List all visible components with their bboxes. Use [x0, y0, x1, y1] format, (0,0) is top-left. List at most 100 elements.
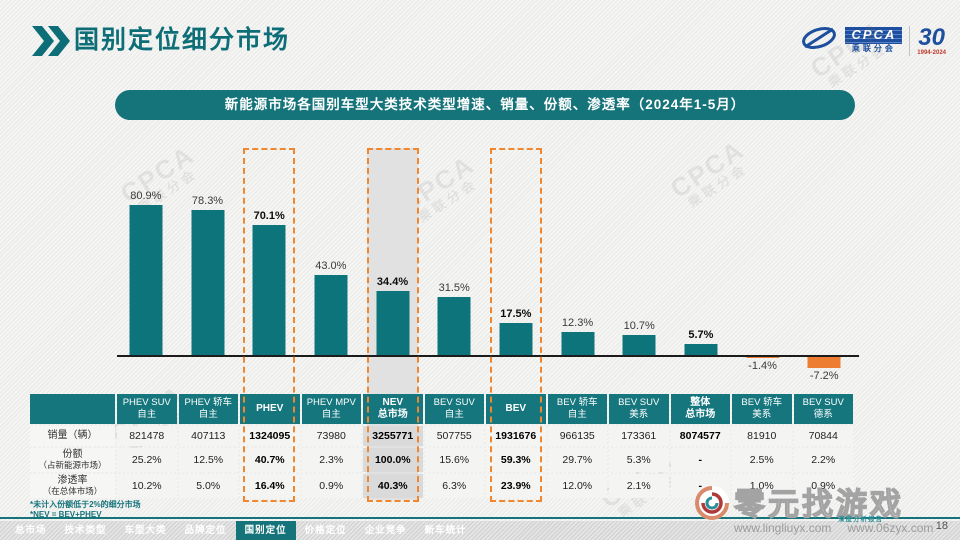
- footer-divider-line: [0, 517, 960, 519]
- cpca-chinese-name: 乘联分会: [851, 43, 896, 53]
- table-row: 销量（辆） 821478 407113 1324095 73980 3255771 5077…: [30, 426, 853, 446]
- table-cell: 81910: [732, 426, 792, 446]
- lingliu-spiral-icon: [694, 485, 730, 526]
- table-cell: 15.6%: [424, 448, 484, 472]
- bar-value-label: 10.7%: [623, 320, 655, 333]
- bar-6: [499, 322, 533, 355]
- chart-axis-line: [117, 355, 859, 357]
- bar-value-label: 78.3%: [191, 194, 224, 207]
- nav-tab-8[interactable]: 新车统计: [424, 525, 467, 536]
- bar-value-label: 12.3%: [561, 317, 594, 330]
- bar-value-label: 31.5%: [438, 281, 470, 294]
- table-col-header: BEV 轿车 自主: [547, 394, 607, 424]
- bar-0: [129, 205, 163, 355]
- table-cell: 2.5%: [732, 448, 792, 472]
- bar-1: [191, 209, 224, 355]
- logo-divider: [909, 25, 911, 56]
- watermark-urls: www.lingliuyx.com www.06zyx.com: [734, 521, 949, 535]
- nav-tab-3[interactable]: 车型大类: [124, 525, 167, 536]
- table-col-header: PHEV: [240, 394, 300, 424]
- chart-title-banner: 新能源市场各国别车型大类技术类型增速、销量、份额、渗透率（2024年1-5月）: [115, 90, 855, 120]
- table-header-row: PHEV SUV 自主 PHEV 轿车 自主 PHEV PHEV MPV 自主 NEV 总市场 B…: [30, 394, 853, 424]
- watermark-url-2: www.06zyx.com: [847, 521, 934, 535]
- table-cell: 16.4%: [240, 474, 300, 498]
- table-col-header: NEV 总市场: [363, 394, 423, 424]
- bar-value-label: 43.0%: [315, 260, 347, 273]
- bar-column: 17.5%: [485, 142, 547, 382]
- nav-tab-5[interactable]: 国别定位: [235, 521, 296, 540]
- table-cell: 0.9%: [301, 474, 361, 498]
- table-cell: 966135: [547, 426, 607, 446]
- watermark-tagline: 深度分析报告: [838, 516, 883, 523]
- cpca-logo-text: CPCA 乘联分会: [845, 27, 903, 53]
- title-chevron-icon: [30, 26, 70, 61]
- row-label: 份额 （占新能源市场）: [30, 448, 115, 472]
- table-cell: 5.0%: [178, 474, 238, 498]
- table-cell: 70844: [793, 426, 853, 446]
- bar-value-label: 34.4%: [376, 276, 409, 289]
- bar-3: [314, 275, 348, 355]
- footnote-line: *未计入份额低于2%的细分市场: [30, 500, 141, 509]
- table-cell: 2.1%: [609, 474, 669, 498]
- bar-column: 78.3%: [177, 142, 239, 382]
- table-cell: 6.3%: [424, 474, 484, 498]
- nav-tab-7[interactable]: 企业竞争: [364, 525, 407, 536]
- table-cell: 100.0%: [363, 448, 423, 472]
- table-cell: 29.7%: [547, 448, 607, 472]
- table-cell: 12.0%: [547, 474, 607, 498]
- table-cell: 2.3%: [301, 448, 361, 472]
- table-col-header: BEV SUV 德系: [793, 394, 853, 424]
- bar-value-label: 17.5%: [500, 307, 532, 320]
- footnote-line: *NEV = BEV+PHEV: [30, 509, 102, 519]
- table-col-header: BEV 轿车 美系: [732, 394, 792, 424]
- page-number: 18: [935, 520, 948, 532]
- table-cell: 5.3%: [609, 448, 669, 472]
- table-cell: 1.0%: [732, 474, 792, 498]
- table-cell: 23.9%: [486, 474, 546, 498]
- table-col-header: BEV SUV 美系: [609, 394, 669, 424]
- growth-bar-chart: 80.9% 78.3% 70.1% 43.0% 34.4% 31.5% 17.5% 12.3%…: [115, 142, 859, 382]
- table-cell: 40.3%: [363, 474, 423, 498]
- table-row: 份额 （占新能源市场） 25.2% 12.5% 40.7% 2.3% 100.0% 15.6%…: [30, 448, 853, 472]
- bars-container: 80.9% 78.3% 70.1% 43.0% 34.4% 31.5% 17.5% 12.3%…: [115, 142, 855, 382]
- table-cell: 407113: [178, 426, 238, 446]
- nav-tab-6[interactable]: 价格定位: [304, 525, 347, 536]
- cpca-logo: CPCA 乘联分会 30 1994-2024: [800, 24, 946, 57]
- table-col-header: BEV SUV 自主: [424, 394, 484, 424]
- bar-value-label: 80.9%: [130, 190, 162, 202]
- table-col-header: PHEV SUV 自主: [117, 394, 177, 424]
- watermark-url-1: www.lingliuyx.com: [734, 521, 832, 535]
- table-cell: 25.2%: [117, 448, 177, 472]
- table-col-header: PHEV 轿车 自主: [178, 394, 238, 424]
- table-cell: 40.7%: [240, 448, 300, 472]
- table-cell: 12.5%: [178, 448, 238, 472]
- table-col-header: PHEV MPV 自主: [301, 394, 361, 424]
- table-cell: 1324095: [240, 426, 300, 446]
- data-table: PHEV SUV 自主 PHEV 轿车 自主 PHEV PHEV MPV 自主 NEV 总市场 B…: [28, 392, 855, 500]
- bar-column: 12.3%: [547, 142, 609, 382]
- bar-value-label: 70.1%: [253, 210, 285, 223]
- row-label: 销量（辆）: [30, 426, 115, 446]
- table-cell: 0.9%: [793, 474, 853, 498]
- bottom-nav-bar: 总市场 技术类型 车型大类 品牌定位 国别定位 价格定位 企业竞争 新车统计: [0, 521, 960, 540]
- table-cell: 10.2%: [117, 474, 177, 498]
- nav-tab-2[interactable]: 技术类型: [64, 525, 107, 536]
- bar-9: [684, 344, 718, 355]
- table-col-header: BEV: [486, 394, 546, 424]
- bar-column: 43.0%: [300, 142, 362, 382]
- nav-tab-1[interactable]: 总市场: [15, 525, 47, 536]
- table-cell: -: [670, 448, 730, 472]
- table-cell: 59.3%: [486, 448, 546, 472]
- nav-tab-4[interactable]: 品牌定位: [184, 525, 227, 536]
- table-row: 渗透率 （在总体市场） 10.2% 5.0% 16.4% 0.9% 40.3% 6.3% 23.…: [30, 474, 853, 498]
- table-cell: 821478: [117, 426, 177, 446]
- table-cell: 173361: [609, 426, 669, 446]
- table-corner-cell: [30, 394, 115, 424]
- watermark-brand-text: 零元找游戏: [733, 486, 904, 522]
- page-title: 国别定位细分市场: [74, 26, 291, 54]
- table-cell: 1931676: [486, 426, 546, 446]
- cpca-swoosh-icon: [800, 24, 838, 57]
- bar-11: [807, 355, 841, 369]
- bar-4: [376, 291, 410, 355]
